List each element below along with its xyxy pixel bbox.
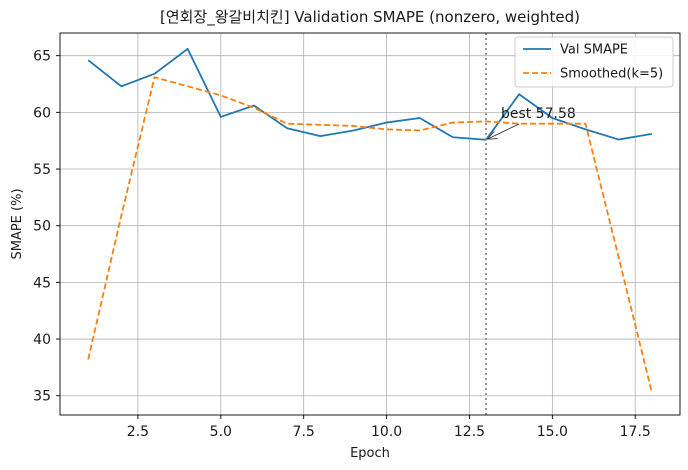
annotation-layer: best 57.58 <box>488 106 576 139</box>
legend-label-smoothed: Smoothed(k=5) <box>560 67 663 82</box>
y-tick-label: 40 <box>33 332 51 348</box>
y-tick-label: 45 <box>33 275 51 291</box>
x-tick-label: 12.5 <box>454 424 485 440</box>
series-line-val-smape <box>87 47 652 141</box>
y-tick-label: 55 <box>33 162 51 178</box>
x-tick-label: 5.0 <box>210 424 232 440</box>
y-axis-title: SMAPE (%) <box>10 188 25 259</box>
x-tick-label: 10.0 <box>371 424 402 440</box>
series-line-smoothed <box>87 76 653 393</box>
x-axis-title: Epoch <box>350 446 390 461</box>
x-tick-label: 7.5 <box>293 424 315 440</box>
legend-label-val-smape: Val SMAPE <box>560 43 628 58</box>
y-ticks: 35 40 45 50 55 60 65 <box>33 49 60 405</box>
plot-frame <box>59 32 681 416</box>
x-tick-label: 17.5 <box>620 424 651 440</box>
y-tick-label: 60 <box>33 105 51 121</box>
y-tick-label: 35 <box>33 389 51 405</box>
x-tick-label: 2.5 <box>127 424 149 440</box>
legend-box <box>514 36 674 88</box>
y-tick-label: 65 <box>33 49 51 65</box>
legend: Val SMAPE Smoothed(k=5) <box>514 36 674 88</box>
x-ticks: 2.5 5.0 7.5 10.0 12.5 15.0 17.5 <box>127 415 651 440</box>
x-tick-label: 15.0 <box>537 424 568 440</box>
y-tick-label: 50 <box>33 219 51 235</box>
plot-background <box>60 33 680 415</box>
annotation-arrow <box>488 123 520 139</box>
x-grid <box>137 33 636 415</box>
annotation-label: best 57.58 <box>501 106 576 122</box>
chart-title: [연회장_왕갈비치킨] Validation SMAPE (nonzero, w… <box>160 8 580 27</box>
series-layer <box>87 47 653 393</box>
